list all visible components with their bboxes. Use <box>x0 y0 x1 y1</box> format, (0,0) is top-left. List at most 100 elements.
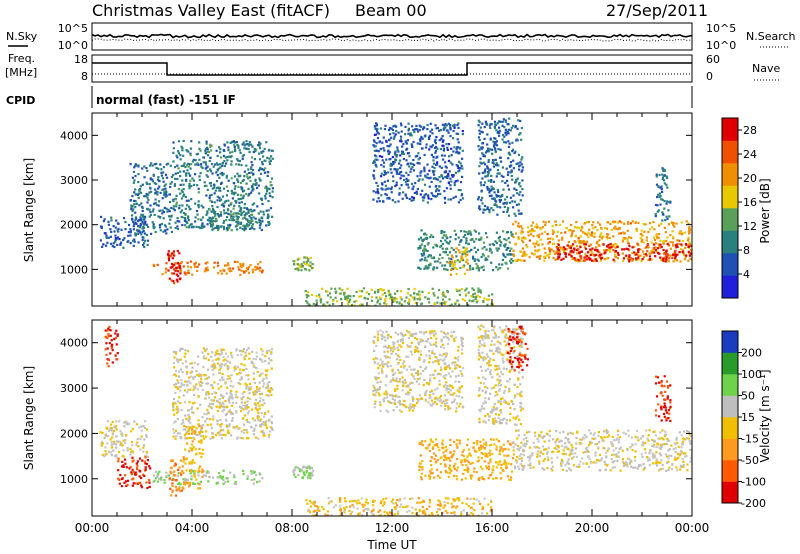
scatter-cell <box>445 143 448 146</box>
scatter-cell <box>390 401 393 405</box>
scatter-cell <box>164 193 168 196</box>
scatter-cell <box>270 367 273 370</box>
scatter-cell <box>243 364 246 367</box>
scatter-cell <box>481 177 484 180</box>
scatter-cell <box>242 469 245 472</box>
scatter-cell <box>640 240 643 243</box>
scatter-cell <box>188 485 191 488</box>
scatter-cell <box>475 267 478 270</box>
scatter-cell <box>232 267 235 270</box>
scatter-cell <box>518 212 521 215</box>
scatter-cell <box>533 229 536 233</box>
scatter-cell <box>438 383 441 386</box>
scatter-cell <box>240 201 243 204</box>
scatter-cell <box>661 219 664 222</box>
scatter-cell <box>440 138 443 141</box>
scatter-cell <box>231 419 234 422</box>
scatter-cell <box>405 180 408 183</box>
scatter-cell <box>436 399 439 402</box>
scatter-cell <box>489 148 492 151</box>
scatter-cell <box>492 187 495 190</box>
scatter-cell <box>170 175 173 178</box>
scatter-cell <box>192 179 195 182</box>
scatter-cell <box>408 409 411 412</box>
scatter-cell <box>521 188 524 191</box>
scatter-cell <box>269 390 272 393</box>
scatter-cell <box>165 163 168 166</box>
scatter-cell <box>251 189 254 192</box>
scatter-cell <box>687 259 690 262</box>
scatter-cell <box>136 232 139 235</box>
scatter-cell <box>447 198 450 201</box>
scatter-cell <box>583 246 586 249</box>
scatter-cell <box>498 263 501 266</box>
scatter-cell <box>188 426 191 429</box>
scatter-cell <box>197 206 200 209</box>
scatter-cell <box>482 265 485 268</box>
scatter-cell <box>452 248 455 251</box>
scatter-cell <box>605 227 609 230</box>
scatter-cell <box>176 261 179 265</box>
scatter-cell <box>239 174 242 177</box>
scatter-cell <box>413 298 416 301</box>
scatter-cell <box>394 150 397 153</box>
scatter-cell <box>443 362 446 365</box>
scatter-cell <box>218 163 222 166</box>
scatter-cell <box>346 299 349 302</box>
scatter-cell <box>419 245 422 248</box>
scatter-cell <box>176 225 179 228</box>
scatter-cell <box>452 196 455 199</box>
scatter-cell <box>261 422 264 425</box>
scatter-cell <box>361 303 364 306</box>
scatter-cell <box>236 260 239 263</box>
scatter-cell <box>240 181 243 184</box>
scatter-cell <box>233 143 236 147</box>
scatter-cell <box>205 393 208 396</box>
scatter-cell <box>229 213 232 216</box>
scatter-cell <box>184 437 187 440</box>
scatter-cell <box>179 211 182 214</box>
scatter-cell <box>172 147 175 150</box>
scatter-cell <box>111 420 114 423</box>
scatter-cell <box>251 223 254 226</box>
scatter-cell <box>113 440 116 443</box>
scatter-cell <box>374 394 377 397</box>
scatter-cell <box>218 406 221 409</box>
scatter-cell <box>252 372 255 375</box>
scatter-cell <box>421 196 424 199</box>
scatter-cell <box>130 473 133 476</box>
scatter-cell <box>126 483 129 486</box>
scatter-cell <box>631 258 635 261</box>
scatter-cell <box>451 260 454 263</box>
scatter-cell <box>584 232 587 235</box>
scatter-cell <box>228 409 231 412</box>
scatter-cell <box>395 155 398 158</box>
scatter-cell <box>655 234 658 237</box>
scatter-cell <box>452 137 455 140</box>
scatter-cell <box>645 239 648 242</box>
scatter-cell <box>407 162 410 165</box>
scatter-cell <box>194 159 197 162</box>
scatter-cell <box>292 471 295 474</box>
scatter-cell <box>405 196 408 199</box>
scatter-cell <box>486 206 489 209</box>
scatter-cell <box>663 179 666 182</box>
scatter-cell <box>494 142 497 145</box>
scatter-cell <box>435 194 438 198</box>
scatter-cell <box>173 383 176 386</box>
scatter-cell <box>468 266 472 269</box>
scatter-cell <box>143 176 146 179</box>
scatter-cell <box>386 150 390 153</box>
scatter-cell <box>172 362 175 365</box>
scatter-cell <box>508 249 512 252</box>
scatter-cell <box>217 481 220 484</box>
scatter-cell <box>257 144 260 147</box>
scatter-cell <box>437 362 440 366</box>
scatter-cell <box>394 185 397 188</box>
scatter-cell <box>175 278 178 281</box>
scatter-cell <box>444 408 447 411</box>
scatter-cell <box>129 242 132 245</box>
scatter-cell <box>653 236 656 239</box>
scatter-cell <box>398 371 401 374</box>
scatter-cell <box>172 406 175 409</box>
